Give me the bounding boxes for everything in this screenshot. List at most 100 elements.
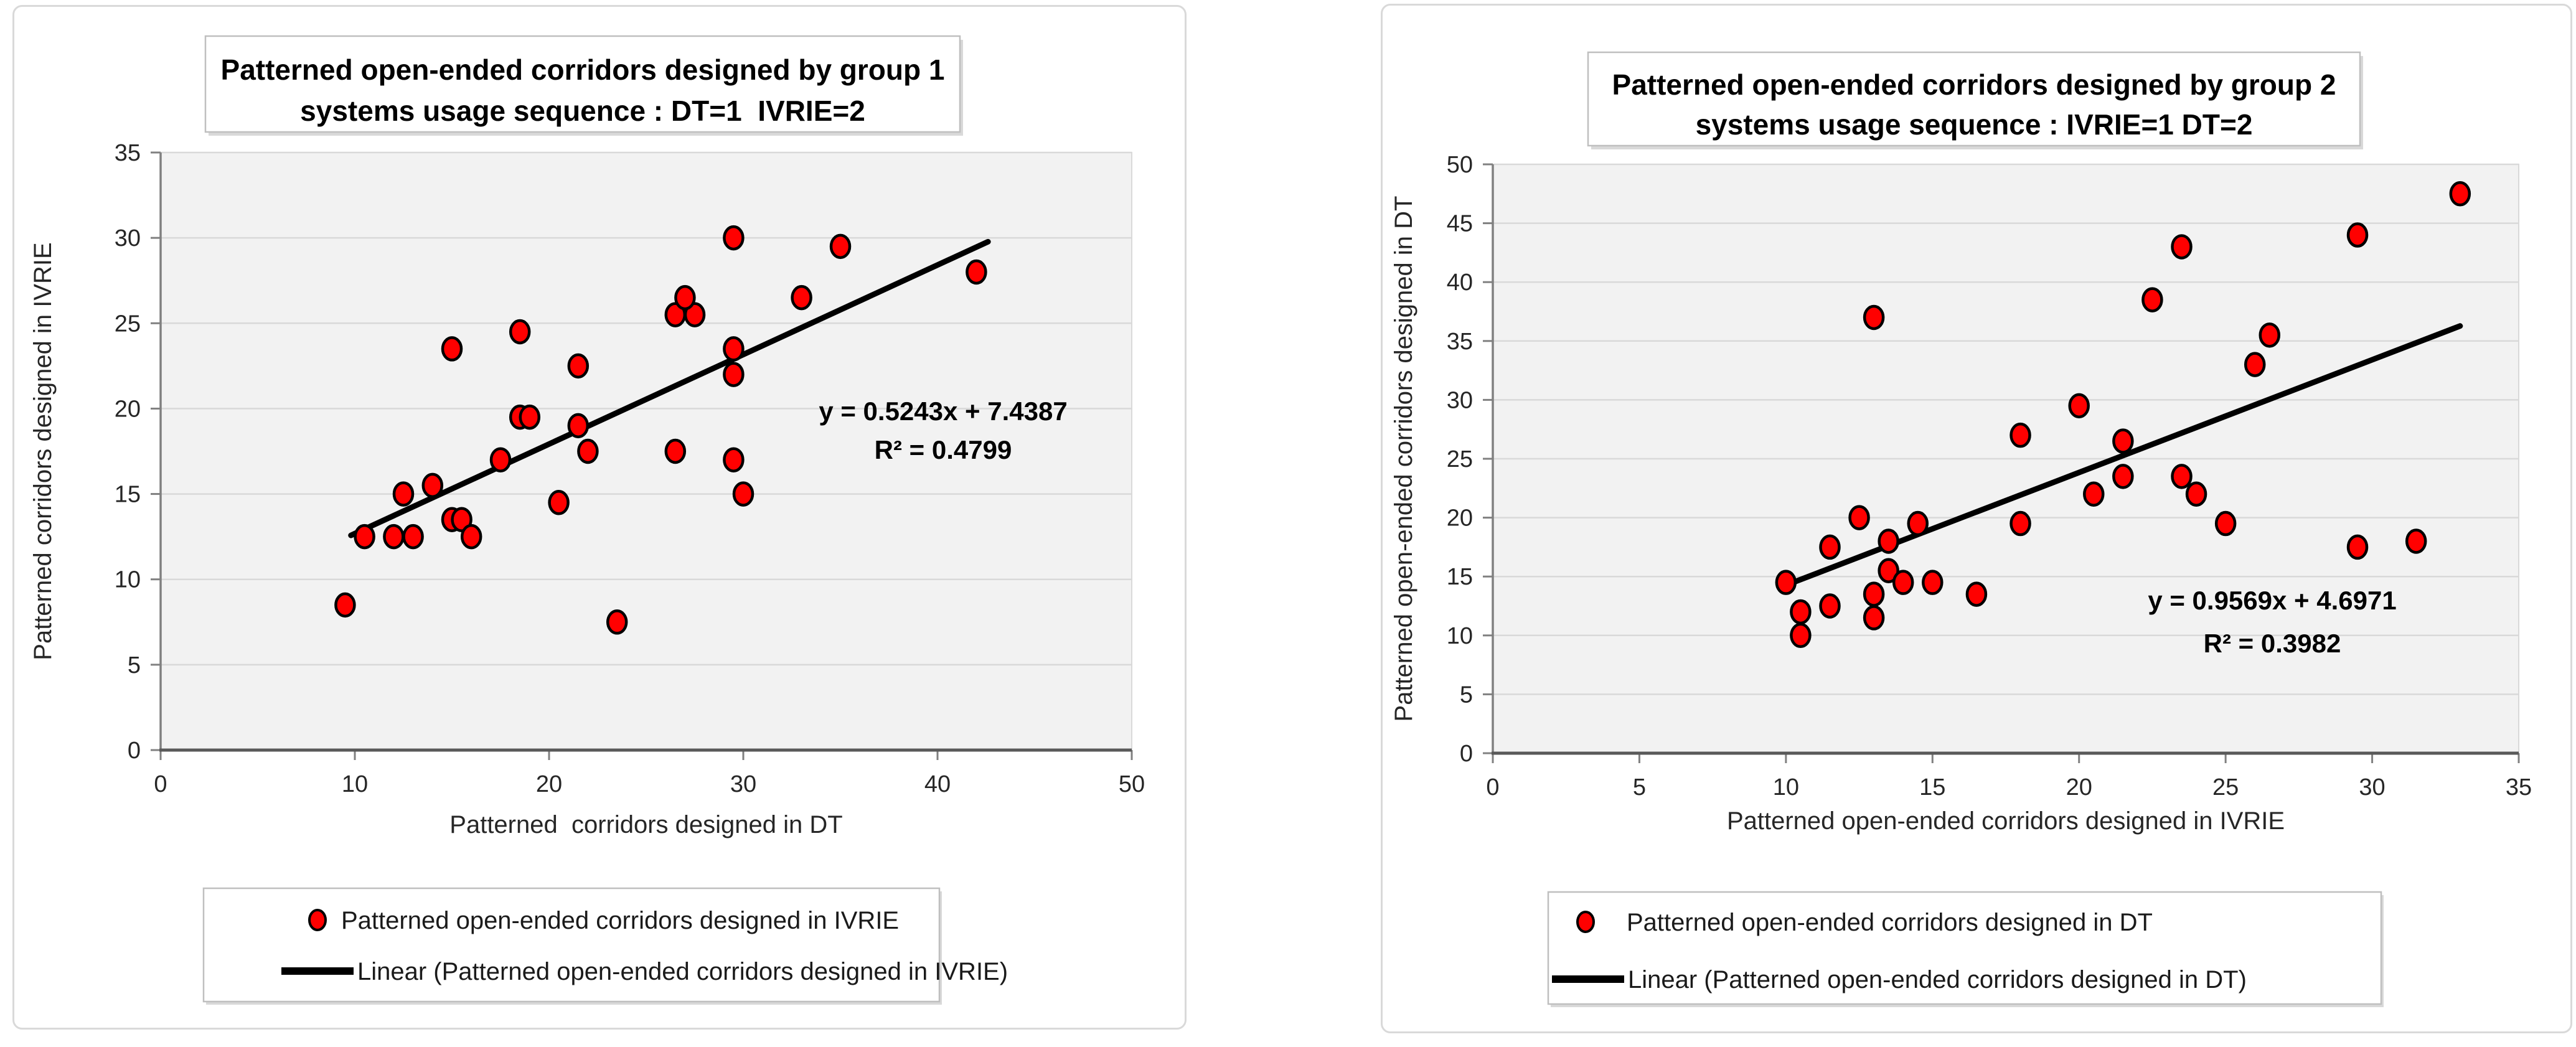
legend-series-label: Patterned open-ended corridors designed … [341,907,899,934]
scatter-point [2112,464,2134,489]
x-tick-label: 35 [2506,774,2532,801]
scatter-point [2449,181,2471,207]
x-tick-label: 0 [1486,774,1499,801]
y-tick-label: 15 [1447,564,1473,590]
scatter-point [441,336,463,362]
x-tick-label: 30 [730,771,756,797]
y-tick-label: 25 [115,311,141,337]
scatter-chart-group2: Patterned open-ended corridors designed … [1381,4,2572,1033]
chart-card-2: Patterned open-ended corridors designed … [1381,4,2572,1036]
equation-text: y = 0.5243x + 7.4387 [819,397,1067,426]
trendline [348,238,991,538]
y-tick-label: 0 [128,738,141,764]
scatter-point [1863,605,1885,631]
scatter-point [2259,322,2281,348]
scatter-point [421,472,444,499]
scatter-point [460,524,482,550]
scatter-point [519,404,541,430]
scatter-point [334,592,356,618]
y-tick-label: 0 [1460,741,1473,767]
scatter-point [2346,534,2369,560]
scatter-point [567,353,590,379]
x-tick-label: 15 [1919,774,1945,801]
scatter-point [1863,581,1885,607]
scatter-point [383,524,405,550]
scatter-point [2346,222,2369,248]
scatter-point [2010,422,2031,448]
scatter-point [791,284,812,311]
scatter-point [2068,393,2090,419]
legend-marker-icon [308,909,327,931]
scatter-point [1878,528,1899,554]
scatter-point [402,524,424,550]
scatter-point [2112,428,2134,454]
legend-box [1547,891,2382,1005]
y-axis-title: Patterned open-ended corridors designed … [1390,196,1417,722]
x-tick-label: 25 [2212,774,2239,801]
y-tick-label: 25 [1447,446,1473,472]
scatter-point [451,507,472,532]
chart-title-line1: Patterned open-ended corridors designed … [1612,68,2336,101]
scatter-chart-group1: Patterned open-ended corridors designed … [12,5,1187,1030]
scatter-point [1922,570,1944,595]
legend-trendline-label: Linear (Patterned open-ended corridors d… [1628,966,2247,993]
scatter-point [966,259,987,285]
scatter-point [489,447,512,472]
scatter-point [1965,581,1988,607]
x-axis-title: Patterned open-ended corridors designed … [1727,807,2285,835]
y-tick-label: 30 [115,225,141,251]
scatter-point [2405,528,2427,554]
y-tick-label: 20 [1447,505,1473,532]
x-tick-label: 40 [924,771,951,797]
x-tick-label: 20 [536,771,562,797]
y-tick-label: 40 [1447,270,1473,296]
y-tick-label: 35 [1447,329,1473,355]
legend-series-label: Patterned open-ended corridors designed … [1627,909,2153,936]
scatter-point [2010,510,2031,537]
scatter-point [1863,304,1885,331]
y-tick-label: 30 [1447,387,1473,413]
scatter-point [684,302,706,327]
scatter-point [664,438,687,464]
scatter-point [723,362,745,387]
scatter-point [1907,510,1929,537]
y-axis-title: Patterned corridors designed in IVRIE [29,242,57,660]
scatter-point [1878,558,1899,583]
r-squared-text: R² = 0.4799 [875,435,1012,464]
scatter-point [1892,570,1914,595]
legend-trendline-label: Linear (Patterned open-ended corridors d… [357,958,1008,985]
x-tick-label: 10 [342,771,368,797]
scatter-point [1848,505,1870,530]
y-tick-label: 45 [1447,211,1473,237]
y-tick-label: 15 [115,482,141,508]
scatter-point [392,481,415,507]
scatter-point [2171,234,2193,260]
x-axis-title: Patterned corridors designed in DT [449,811,842,838]
scatter-point [2141,287,2163,312]
chart-card-1: Patterned open-ended corridors designed … [12,5,1187,1033]
scatter-point [606,609,628,635]
scatter-point [1819,593,1841,619]
chart-title-line2: systems usage sequence : IVRIE=1 DT=2 [1696,108,2253,141]
y-tick-label: 20 [115,396,141,422]
scatter-point [567,413,590,439]
chart-title-box [204,35,961,133]
x-tick-label: 0 [154,771,167,797]
y-tick-label: 10 [1447,623,1473,649]
x-tick-label: 20 [2066,774,2092,801]
scatter-point [354,524,375,550]
scatter-point [723,336,745,362]
scatter-point [723,225,745,251]
y-tick-label: 10 [115,567,141,593]
scatter-point [1790,599,1812,625]
scatter-point [2171,464,2193,489]
x-tick-label: 10 [1773,774,1799,801]
scatter-point [732,481,754,507]
scatter-point [1819,534,1841,560]
scatter-point [548,490,570,515]
scatter-point [829,233,852,260]
legend-box [202,887,941,1003]
y-tick-label: 50 [1447,152,1473,178]
x-tick-label: 5 [1633,774,1646,801]
